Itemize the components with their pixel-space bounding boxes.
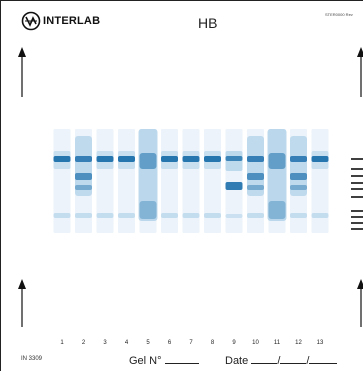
- minor-band: [53, 213, 71, 218]
- minor-band: [247, 213, 264, 218]
- arrow-up-icon: [357, 279, 363, 327]
- lane-number: 1: [60, 340, 64, 346]
- main-band: [75, 156, 92, 162]
- main-band: [311, 156, 329, 162]
- gel-number-blank[interactable]: [164, 353, 199, 364]
- lane-number: 2: [81, 340, 86, 346]
- interlab-logo-icon: [21, 11, 41, 31]
- smear-band: [268, 201, 286, 219]
- smear-band: [139, 201, 157, 219]
- minor-band: [311, 213, 329, 218]
- minor-band: [118, 213, 135, 218]
- smear-band: [139, 153, 157, 169]
- minor-band: [225, 214, 243, 218]
- minor-band: [182, 213, 200, 218]
- lane-number: 7: [189, 340, 193, 346]
- scale-tick-marks: [351, 158, 363, 230]
- main-band: [182, 156, 200, 162]
- smear-band: [138, 129, 158, 221]
- main-band: [204, 156, 221, 162]
- date-year-blank[interactable]: [309, 353, 338, 364]
- smear-band: [268, 153, 286, 169]
- arrow-up-icon: [18, 279, 26, 327]
- main-band: [290, 156, 307, 162]
- main-band: [53, 156, 71, 162]
- form-code: IN 3309: [21, 356, 43, 362]
- main-band: [118, 156, 135, 162]
- smear-band: [267, 129, 287, 221]
- smear-band: [290, 136, 307, 196]
- lane-number: 10: [252, 340, 259, 346]
- date-label: Date: [225, 355, 249, 367]
- gel-number-field[interactable]: Gel N°: [129, 353, 199, 367]
- date-separator: /: [306, 355, 310, 367]
- smear-band: [75, 136, 92, 196]
- secondary-band: [247, 173, 264, 180]
- date-day-blank[interactable]: [251, 353, 278, 364]
- lane-number: 5: [146, 340, 150, 346]
- lane-number: 12: [295, 340, 302, 346]
- secondary-band: [290, 185, 307, 190]
- secondary-band: [247, 185, 264, 190]
- lane-number: 11: [273, 340, 281, 346]
- lane-number: 8: [210, 340, 215, 346]
- page-title: HB: [198, 15, 218, 31]
- variant-band: [225, 182, 243, 190]
- date-month-blank[interactable]: [280, 353, 307, 364]
- secondary-band: [75, 173, 92, 180]
- main-band: [161, 156, 178, 162]
- main-band: [96, 156, 114, 162]
- brand-logo: INTERLAB: [21, 11, 100, 31]
- secondary-band: [75, 185, 92, 190]
- brand-name: INTERLAB: [43, 15, 101, 27]
- smear-band: [247, 136, 264, 196]
- date-field[interactable]: Date / /: [225, 353, 338, 367]
- lane-number: 13: [316, 340, 324, 346]
- minor-band: [290, 213, 307, 218]
- arrow-up-icon: [357, 47, 363, 97]
- lane-number: 9: [232, 340, 236, 346]
- secondary-band: [290, 173, 307, 180]
- lane-number: 3: [103, 340, 107, 346]
- minor-band: [75, 213, 92, 218]
- arrow-up-icon: [18, 47, 26, 97]
- lane-number: 6: [167, 340, 172, 346]
- main-band: [225, 156, 243, 161]
- reference-code: STER0000 Rev: [325, 12, 353, 17]
- lane-number: 4: [124, 340, 129, 346]
- minor-band: [96, 213, 114, 218]
- minor-band: [204, 213, 221, 218]
- minor-band: [161, 213, 178, 218]
- date-separator: /: [277, 355, 281, 367]
- main-band: [247, 156, 264, 162]
- gel-number-label: Gel N°: [129, 355, 162, 367]
